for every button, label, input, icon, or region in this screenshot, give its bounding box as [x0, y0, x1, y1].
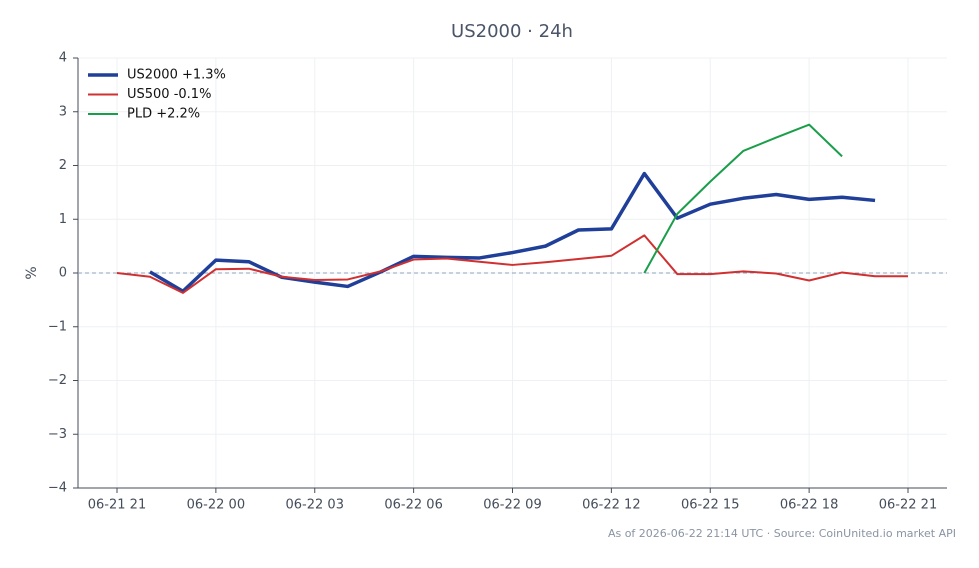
y-tick-label: 0 — [59, 266, 67, 281]
y-tick-label: −1 — [48, 319, 67, 334]
y-tick-label: −2 — [48, 373, 67, 388]
x-tick-label: 06-22 06 — [384, 498, 442, 513]
x-tick-label: 06-22 00 — [187, 498, 245, 513]
series-line — [116, 234, 908, 294]
chart-title: US2000 · 24h — [451, 21, 573, 42]
y-tick-label: 2 — [59, 158, 67, 173]
legend-label: PLD +2.2% — [127, 107, 200, 122]
series-line — [149, 171, 876, 294]
x-tick-label: 06-22 09 — [483, 498, 541, 513]
y-tick-label: −4 — [48, 481, 67, 496]
series-line — [643, 123, 843, 274]
y-tick-label: 3 — [59, 104, 67, 119]
legend-label: US2000 +1.3% — [127, 68, 226, 83]
x-tick-label: 06-22 18 — [780, 498, 838, 513]
y-axis-label: % — [24, 266, 40, 279]
y-tick-label: 1 — [59, 212, 67, 227]
y-tick-label: 4 — [59, 51, 67, 66]
y-tick-label: −3 — [48, 427, 67, 442]
x-tick-label: 06-22 21 — [879, 498, 937, 513]
x-tick-label: 06-22 15 — [681, 498, 739, 513]
legend-label: US500 -0.1% — [127, 87, 211, 102]
x-tick-label: 06-22 03 — [286, 498, 344, 513]
x-tick-label: 06-22 12 — [582, 498, 640, 513]
x-tick-label: 06-21 21 — [88, 498, 146, 513]
source-note: As of 2026-06-22 21:14 UTC · Source: Coi… — [608, 527, 956, 540]
